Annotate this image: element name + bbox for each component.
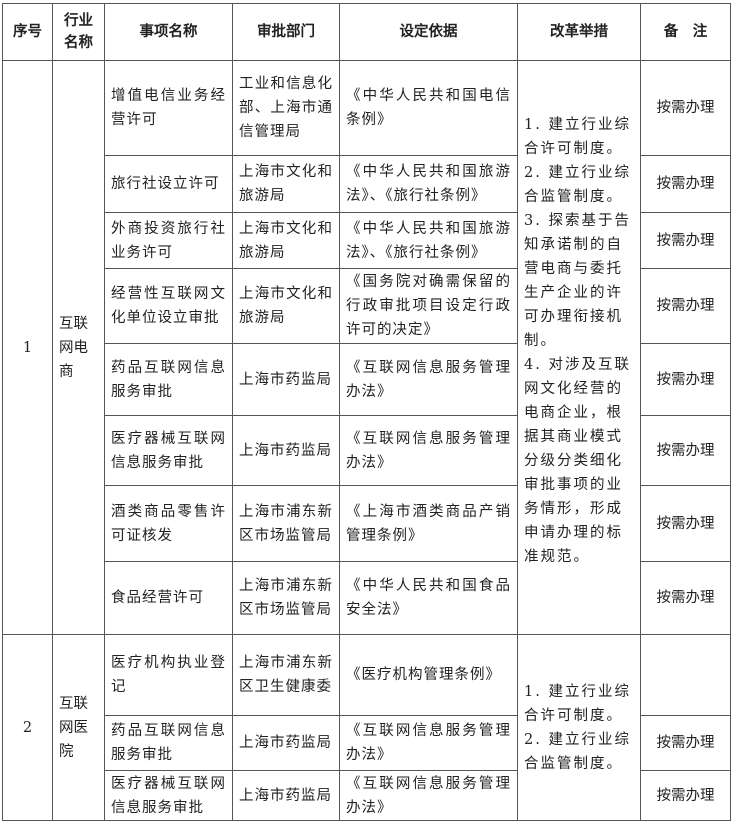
section-index: 2 bbox=[2, 634, 53, 821]
note: 按需办理 bbox=[640, 770, 731, 821]
approval-dept: 上海市浦东新区市场监管局 bbox=[232, 561, 340, 635]
legal-basis: 《国务院对确需保留的行政审批项目设定行政许可的决定》 bbox=[339, 268, 518, 344]
item-name: 医疗机构执业登记 bbox=[104, 634, 233, 716]
table-row: 医疗器械互联网信息服务审批 上海市药监局 《互联网信息服务管理办法》 按需办理 bbox=[3, 415, 731, 486]
legal-basis: 《互联网信息服务管理办法》 bbox=[339, 415, 518, 486]
table-row: 药品互联网信息服务审批 上海市药监局 《互联网信息服务管理办法》 按需办理 bbox=[3, 715, 731, 771]
item-name: 经营性互联网文化单位设立审批 bbox=[104, 268, 233, 344]
table-row: 经营性互联网文化单位设立审批 上海市文化和旅游局 《国务院对确需保留的行政审批项目设… bbox=[3, 268, 731, 344]
item-name: 药品互联网信息服务审批 bbox=[104, 343, 233, 416]
legal-basis: 《互联网信息服务管理办法》 bbox=[339, 343, 518, 416]
item-name: 外商投资旅行社业务许可 bbox=[104, 212, 233, 269]
approval-dept: 上海市浦东新区卫生健康委 bbox=[232, 634, 340, 716]
note: 按需办理 bbox=[640, 715, 731, 771]
table-row: 2 互联网医院 医疗机构执业登记 上海市浦东新区卫生健康委 《医疗机构管理条例》 1. 建… bbox=[2, 634, 731, 821]
approval-dept: 上海市浦东新区市场监管局 bbox=[232, 485, 340, 562]
header-note: 备 注 bbox=[640, 3, 731, 61]
note: 按需办理 bbox=[640, 212, 731, 269]
note: 按需办理 bbox=[640, 343, 731, 416]
table-row: 药品互联网信息服务审批 上海市药监局 《互联网信息服务管理办法》 按需办理 bbox=[3, 343, 731, 416]
table-row: 1 互联网电商 增值电信业务经营许可 工业和信息化部、上海市通信管理局 《中华人民共和国… bbox=[2, 60, 731, 635]
approval-items-table: 序号 行业名称 事项名称 审批部门 设定依据 改革举措 备 注 1 互联网电商 增值… bbox=[2, 3, 731, 821]
item-name: 医疗器械互联网信息服务审批 bbox=[104, 415, 233, 486]
note: 按需办理 bbox=[640, 155, 731, 213]
header-industry: 行业名称 bbox=[52, 3, 105, 61]
legal-basis: 《中华人民共和国旅游法》、《旅行社条例》 bbox=[339, 155, 518, 213]
section-industry: 互联网医院 bbox=[52, 634, 105, 821]
approval-dept: 上海市药监局 bbox=[232, 770, 340, 821]
approval-dept: 上海市药监局 bbox=[232, 715, 340, 771]
item-name: 药品互联网信息服务审批 bbox=[104, 715, 233, 771]
table-row: 酒类商品零售许可证核发 上海市浦东新区市场监管局 《上海市酒类商品产销管理条例》 按需… bbox=[3, 485, 731, 562]
header-dept: 审批部门 bbox=[232, 3, 340, 61]
note: 按需办理 bbox=[640, 60, 731, 156]
table-body: 1 互联网电商 增值电信业务经营许可 工业和信息化部、上海市通信管理局 《中华人民共和国… bbox=[2, 60, 731, 821]
legal-basis: 《互联网信息服务管理办法》 bbox=[339, 715, 518, 771]
reform-measures: 1. 建立行业综合许可制度。 2. 建立行业综合监管制度。 bbox=[517, 634, 641, 821]
approval-dept: 上海市文化和旅游局 bbox=[232, 268, 340, 344]
note: 按需办理 bbox=[640, 561, 731, 635]
section-industry: 互联网电商 bbox=[52, 60, 105, 635]
note: 按需办理 bbox=[640, 485, 731, 562]
approval-dept: 工业和信息化部、上海市通信管理局 bbox=[232, 60, 340, 156]
approval-dept: 上海市药监局 bbox=[232, 415, 340, 486]
header-item: 事项名称 bbox=[104, 3, 233, 61]
approval-dept: 上海市文化和旅游局 bbox=[232, 212, 340, 269]
note bbox=[640, 634, 731, 716]
note: 按需办理 bbox=[640, 415, 731, 486]
table-row: 医疗器械互联网信息服务审批 上海市药监局 《互联网信息服务管理办法》 按需办理 bbox=[3, 770, 731, 821]
section-index: 1 bbox=[2, 60, 53, 635]
header-reform: 改革举措 bbox=[517, 3, 641, 61]
reform-measures: 1. 建立行业综合许可制度。 2. 建立行业综合监管制度。 3. 探索基于告知承… bbox=[517, 60, 641, 635]
header-index: 序号 bbox=[2, 3, 53, 61]
item-name: 食品经营许可 bbox=[104, 561, 233, 635]
approval-dept: 上海市药监局 bbox=[232, 343, 340, 416]
legal-basis: 《中华人民共和国电信条例》 bbox=[339, 60, 518, 156]
approval-dept: 上海市文化和旅游局 bbox=[232, 155, 340, 213]
table-row: 外商投资旅行社业务许可 上海市文化和旅游局 《中华人民共和国旅游法》、《旅行社条例》… bbox=[3, 212, 731, 269]
legal-basis: 《中华人民共和国食品安全法》 bbox=[339, 561, 518, 635]
header-basis: 设定依据 bbox=[339, 3, 518, 61]
item-name: 增值电信业务经营许可 bbox=[104, 60, 233, 156]
item-name: 旅行社设立许可 bbox=[104, 155, 233, 213]
header-row: 序号 行业名称 事项名称 审批部门 设定依据 改革举措 备 注 bbox=[2, 3, 731, 61]
item-name: 酒类商品零售许可证核发 bbox=[104, 485, 233, 562]
item-name: 医疗器械互联网信息服务审批 bbox=[104, 770, 233, 821]
legal-basis: 《医疗机构管理条例》 bbox=[339, 634, 518, 716]
note: 按需办理 bbox=[640, 268, 731, 344]
table-row: 旅行社设立许可 上海市文化和旅游局 《中华人民共和国旅游法》、《旅行社条例》 按需办理 bbox=[3, 155, 731, 213]
legal-basis: 《中华人民共和国旅游法》、《旅行社条例》 bbox=[339, 212, 518, 269]
legal-basis: 《上海市酒类商品产销管理条例》 bbox=[339, 485, 518, 562]
legal-basis: 《互联网信息服务管理办法》 bbox=[339, 770, 518, 821]
